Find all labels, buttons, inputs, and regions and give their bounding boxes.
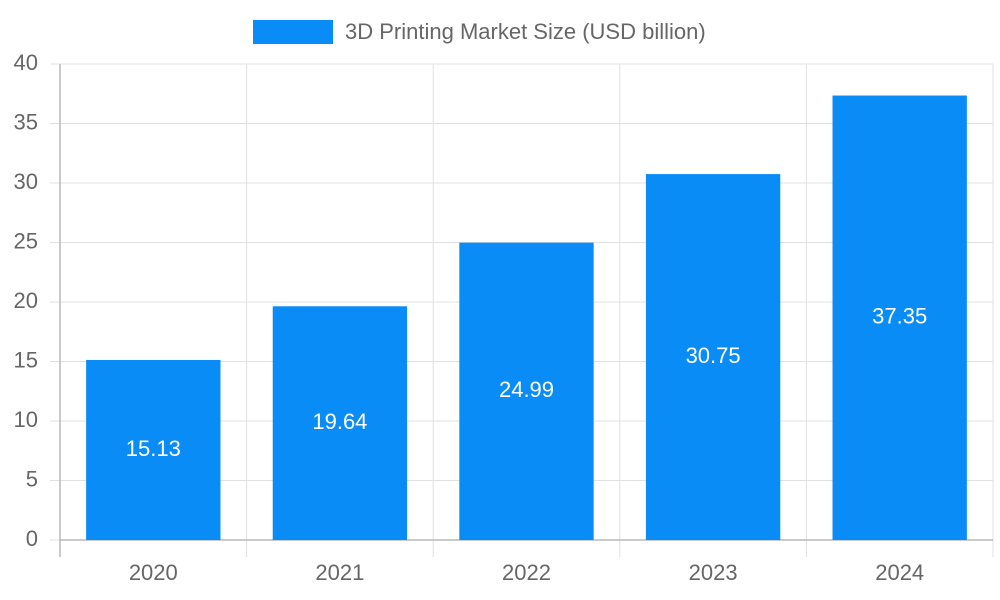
x-tick-label: 2020 [129, 560, 178, 585]
bar [272, 306, 408, 540]
y-tick-label: 5 [26, 466, 38, 491]
bar [459, 242, 594, 540]
y-tick-label: 35 [14, 109, 38, 134]
y-tick-label: 20 [14, 288, 38, 313]
bar [645, 174, 781, 540]
bar [86, 359, 221, 540]
legend-swatch[interactable] [253, 20, 333, 44]
value-label: 24.99 [499, 377, 554, 402]
legend-label[interactable]: 3D Printing Market Size (USD billion) [345, 19, 706, 44]
y-tick-label: 0 [26, 526, 38, 551]
y-tick-label: 15 [14, 347, 38, 372]
value-label: 19.64 [312, 409, 367, 434]
y-tick-label: 25 [14, 228, 38, 253]
y-tick-label: 10 [14, 407, 38, 432]
y-tick-label: 30 [14, 169, 38, 194]
x-tick-label: 2021 [315, 560, 364, 585]
y-tick-label: 40 [14, 50, 38, 75]
value-label: 37.35 [872, 304, 927, 329]
bar [832, 95, 967, 540]
x-tick-label: 2023 [689, 560, 738, 585]
value-label: 15.13 [126, 436, 181, 461]
value-label: 30.75 [686, 343, 741, 368]
x-tick-label: 2022 [502, 560, 551, 585]
x-tick-label: 2024 [875, 560, 924, 585]
